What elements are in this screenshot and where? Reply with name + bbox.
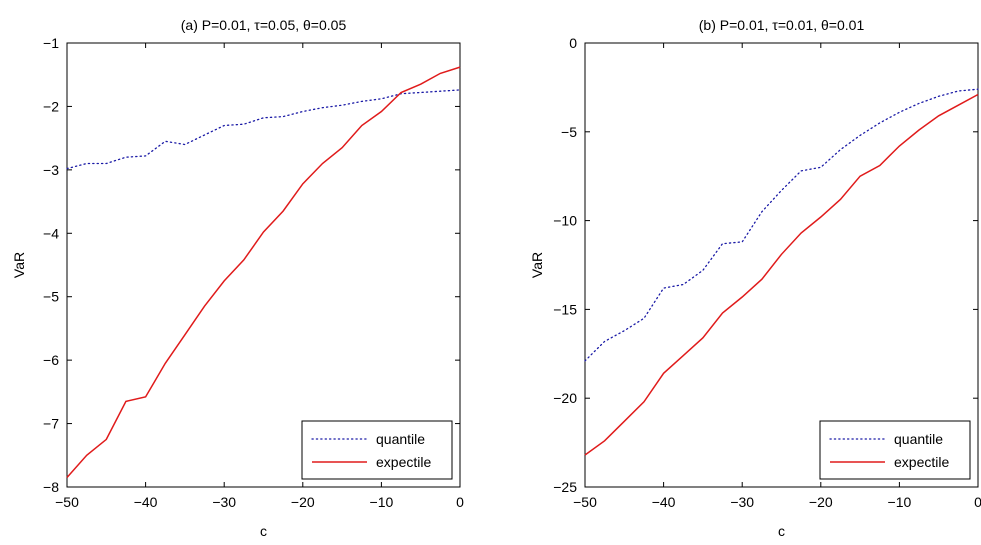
chart-b-title: (b) P=0.01, τ=0.01, θ=0.01 <box>699 17 865 33</box>
chart-a-series-quantile-line <box>66 89 461 170</box>
chart-a-ytick-label: −5 <box>43 289 59 305</box>
chart-b-ytick-label: −15 <box>553 301 577 317</box>
chart-a-ytick-label: −3 <box>43 162 59 178</box>
chart-a-xtick-label: −40 <box>134 494 158 510</box>
chart-a-ytick-label: −1 <box>43 35 59 51</box>
chart-a-xlabel: c <box>260 523 267 539</box>
chart-b-xtick-label: −40 <box>652 494 676 510</box>
chart-a-legend-box <box>301 420 453 480</box>
chart-b-xtick-label: −30 <box>730 494 754 510</box>
chart-a-xtick-label: −50 <box>55 494 79 510</box>
chart-b-ytick-label: −10 <box>553 213 577 229</box>
chart-b-xlabel: c <box>778 523 785 539</box>
chart-b-ytick-label: 0 <box>569 35 577 51</box>
chart-a-ytick-label: −8 <box>43 479 59 495</box>
chart-b-legend-label-quantile: quantile <box>894 431 943 447</box>
chart-a-ytick-label: −2 <box>43 98 59 114</box>
chart-b-series-quantile-line <box>584 88 979 362</box>
chart-b-ylabel: VaR <box>529 252 545 278</box>
chart-b-series-expectile-line <box>584 93 979 456</box>
chart-a-legend-label-quantile: quantile <box>376 431 425 447</box>
chart-b-legend-label-expectile: expectile <box>894 454 949 470</box>
chart-b-xtick-label: −50 <box>573 494 597 510</box>
chart-a-series-expectile-line <box>66 66 461 478</box>
chart-a-ytick-label: −6 <box>43 352 59 368</box>
chart-a-legend-label-expectile: expectile <box>376 454 431 470</box>
chart-a-xtick-label: −30 <box>212 494 236 510</box>
chart-b-ytick-label: −25 <box>553 479 577 495</box>
chart-a-axes-box <box>66 42 461 488</box>
chart-b-legend-box <box>819 420 971 480</box>
chart-a-xtick-label: −10 <box>370 494 394 510</box>
chart-a-ylabel: VaR <box>11 252 27 278</box>
chart-b-ytick-label: −20 <box>553 390 577 406</box>
chart-a-ytick-label: −7 <box>43 416 59 432</box>
chart-b-xtick-label: −10 <box>888 494 912 510</box>
chart-b-xtick-label: 0 <box>974 494 981 510</box>
chart-b-xtick-label: −20 <box>809 494 833 510</box>
chart-b-ytick-label: −5 <box>561 124 577 140</box>
chart-a-xtick-label: −20 <box>291 494 315 510</box>
chart-a-ytick-label: −4 <box>43 225 59 241</box>
chart-a-xtick-label: 0 <box>456 494 464 510</box>
chart-b-axes-box <box>584 42 979 488</box>
chart-a-title: (a) P=0.01, τ=0.05, θ=0.05 <box>181 17 347 33</box>
